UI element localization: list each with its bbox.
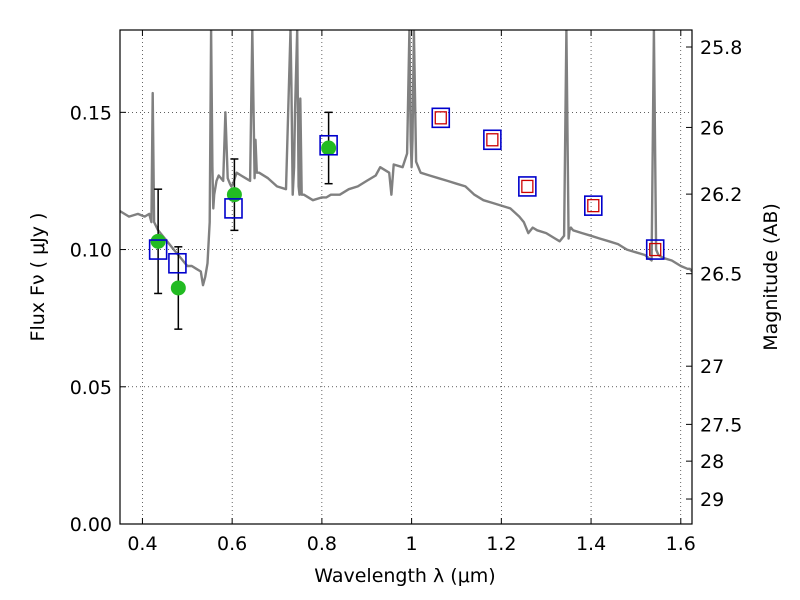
x-axis-title: Wavelength λ (μm) <box>314 565 495 587</box>
x-tick-label: 1.2 <box>486 533 516 555</box>
y-tick-label: 0.00 <box>70 514 112 536</box>
right-axis-title: Magnitude (AB) <box>760 203 782 351</box>
right-tick-label: 26 <box>700 117 724 139</box>
model-square <box>518 176 537 197</box>
grid <box>120 30 692 524</box>
axis-ticks: 0.4 0.6 0.8 1 1.2 1.4 1.6 0.00 0.05 0.10 0.15 25.8 2… <box>70 30 742 555</box>
model-inner-square <box>434 111 447 125</box>
x-tick-label: 0.4 <box>127 533 157 555</box>
model-square <box>483 129 502 151</box>
plot-area <box>120 30 692 330</box>
y-axis-title: Flux Fν ( μJy ) <box>27 213 49 342</box>
model-square <box>168 252 187 274</box>
right-tick-label: 25.8 <box>700 37 742 59</box>
x-tick-label: 1.6 <box>666 533 696 555</box>
x-tick-label: 1.4 <box>576 533 606 555</box>
right-tick-label: 28 <box>700 451 724 473</box>
right-tick-label: 29 <box>700 489 724 511</box>
plot-frame <box>119 29 693 525</box>
model-inner-square <box>521 179 534 194</box>
model-inner-square <box>587 198 600 213</box>
right-tick-label: 27 <box>700 356 724 378</box>
x-tick-label: 0.6 <box>217 533 247 555</box>
spectrum-line <box>120 30 692 287</box>
model-inner-square <box>649 242 662 257</box>
right-tick-label: 26.2 <box>700 184 742 206</box>
observed-point <box>150 233 166 249</box>
model-square <box>645 239 665 260</box>
model-square <box>319 134 338 156</box>
y-tick-label: 0.10 <box>70 240 112 262</box>
x-tick-label: 0.8 <box>307 533 337 555</box>
model-square <box>431 107 451 129</box>
right-tick-label: 26.5 <box>700 264 742 286</box>
y-tick-label: 0.05 <box>70 377 112 399</box>
right-tick-label: 27.5 <box>700 414 742 436</box>
model-inner-square <box>486 133 499 147</box>
observed-point <box>321 140 337 156</box>
model-square <box>584 195 603 216</box>
observed-point <box>170 280 186 296</box>
model-square <box>148 239 168 260</box>
observed-point <box>226 187 242 203</box>
x-tick-label: 1 <box>406 533 418 555</box>
y-tick-label: 0.15 <box>70 102 112 124</box>
model-square <box>224 198 243 219</box>
